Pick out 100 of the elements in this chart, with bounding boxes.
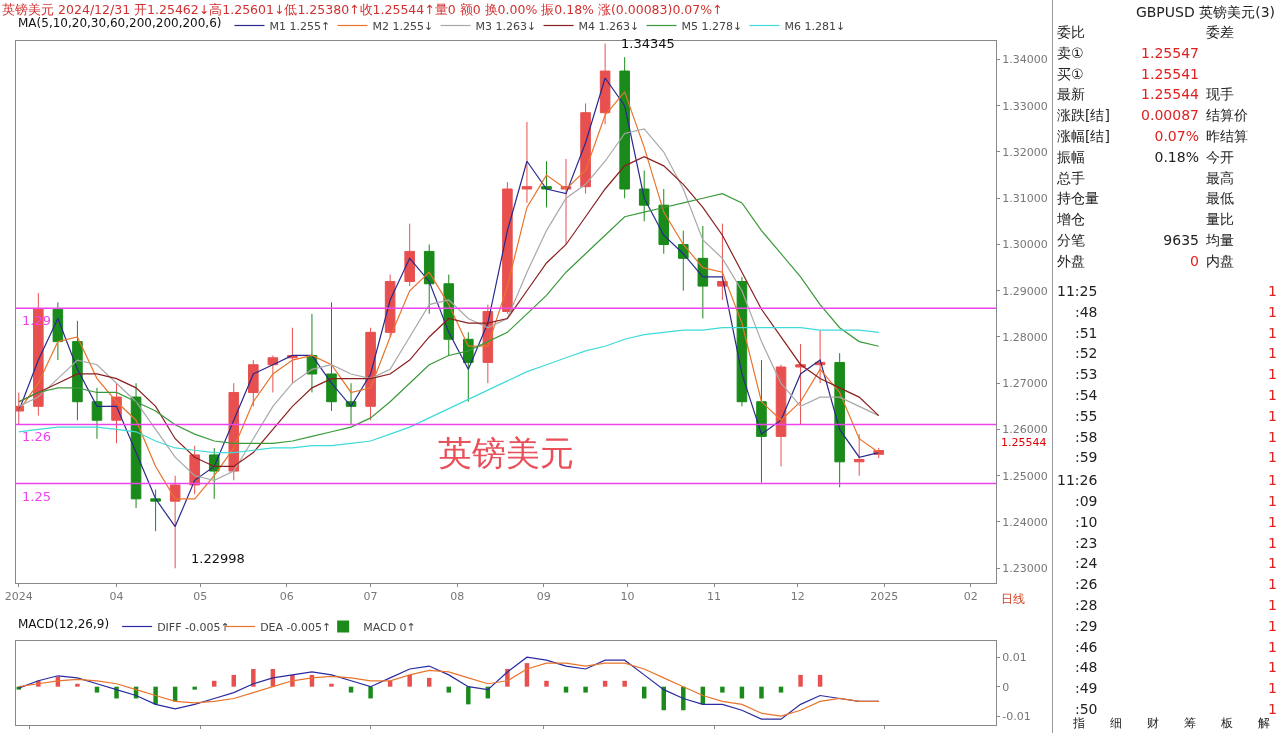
candlestick (541, 160, 552, 208)
candlestick (736, 276, 748, 407)
x-tick-label: 12 (790, 590, 805, 604)
legend-label: M4 1.263↓ (578, 19, 640, 33)
legend-label: M5 1.278↓ (681, 19, 743, 33)
bar (212, 680, 217, 687)
y-tick-label: 1.32000 (1002, 145, 1048, 159)
text: :48 (1075, 659, 1098, 676)
x-tick-label: 07 (363, 590, 378, 604)
candlestick (795, 343, 806, 426)
text: 解 (1258, 715, 1270, 732)
x-tick-label: 2025 (870, 590, 899, 604)
bar (798, 674, 803, 687)
candlestick (853, 433, 865, 477)
bar (583, 686, 588, 693)
text: 1.25544 (1001, 436, 1047, 449)
text: 0.00087 (1141, 107, 1199, 124)
text: 1 (1268, 701, 1277, 717)
text: :29 (1075, 617, 1098, 634)
text: 1 (1268, 472, 1277, 489)
text: 卖① (1057, 44, 1084, 63)
legend-label: M1 1.255↑ (269, 19, 331, 33)
candlestick (502, 181, 513, 315)
text: :49 (1075, 680, 1098, 697)
y-tick-label: 1.31000 (1002, 192, 1048, 206)
legend-label: MACD 0↑ (363, 620, 416, 634)
candlestick (423, 243, 435, 315)
legend-label: M6 1.281↓ (784, 19, 846, 33)
legend-label: DIFF -0.005↑ (157, 620, 230, 634)
x-tick-label: 06 (279, 590, 294, 604)
text: 1 (1268, 638, 1277, 655)
text: 量比 (1206, 211, 1234, 230)
bar (681, 686, 686, 711)
bar (446, 686, 451, 693)
text: 0.07% (1154, 128, 1199, 144)
text: 11:25 (1057, 283, 1098, 299)
text: 委差 (1206, 24, 1234, 42)
x-tick-label: 10 (620, 590, 635, 604)
bar (817, 674, 823, 687)
text: 1 (1268, 659, 1277, 676)
text: 1 (1268, 617, 1277, 634)
text: 现手 (1206, 86, 1234, 105)
candlestick (150, 489, 161, 532)
bar (563, 686, 569, 693)
text: 昨结算 (1206, 128, 1248, 146)
text: 1.25547 (1141, 44, 1199, 61)
text: 1.25544 (1141, 86, 1199, 103)
y-tick-label: 1.26000 (1002, 423, 1048, 437)
bar (251, 669, 256, 687)
annotation: 1.22998 (191, 551, 245, 566)
text: 最低 (1206, 190, 1234, 209)
text: 细 (1110, 715, 1122, 732)
text: :52 (1075, 345, 1098, 362)
bar (602, 680, 608, 687)
text: 均量 (1206, 232, 1234, 250)
text: 增仓 (1057, 211, 1085, 230)
text: 分笔 (1057, 232, 1085, 250)
text: :48 (1075, 303, 1098, 320)
text: 1 (1268, 555, 1277, 572)
x-tick-label: 11 (707, 590, 722, 604)
bar (231, 674, 237, 687)
bar (720, 686, 725, 693)
y-tick-label: 1.25000 (1002, 469, 1048, 483)
x-tick-label: 2024 (4, 590, 33, 604)
text: 9635 (1163, 232, 1199, 248)
text: :10 (1075, 513, 1098, 530)
text: :54 (1075, 387, 1098, 403)
annotation: 英镑美元 (438, 433, 574, 473)
text: 外盘 (1057, 252, 1085, 271)
candlestick (326, 301, 337, 412)
legend-title: MACD(12,26,9) (18, 616, 110, 631)
text: :23 (1075, 534, 1098, 551)
text: 结算价 (1206, 107, 1248, 126)
text: :59 (1075, 449, 1098, 466)
bar (329, 683, 334, 687)
text: 1 (1268, 534, 1277, 551)
x-tick-label: 08 (450, 590, 465, 604)
y-tick-label: 0 (1002, 680, 1010, 694)
y-tick-label: 0.01 (1002, 651, 1027, 665)
x-tick-label: 05 (193, 590, 208, 604)
candlestick (91, 387, 103, 440)
ref-line-label: 1.25 (22, 489, 51, 504)
legend-label: M2 1.255↓ (372, 19, 434, 33)
text: 内盘 (1206, 252, 1234, 271)
text: 财 (1147, 715, 1159, 732)
x-tick-label: 02 (963, 590, 978, 604)
text: :53 (1075, 366, 1098, 383)
bar (759, 686, 764, 699)
y-tick-label: 1.27000 (1002, 377, 1048, 391)
legend-label: M3 1.263↓ (475, 19, 537, 33)
text: GBPUSD 英镑美元(3) (1135, 4, 1275, 22)
text: 1 (1268, 493, 1277, 509)
bar (426, 677, 432, 687)
text: 1 (1268, 597, 1277, 613)
text: :26 (1075, 576, 1098, 593)
bar (387, 680, 393, 687)
bar (466, 686, 471, 705)
bar (75, 683, 80, 687)
text: 1 (1268, 303, 1277, 320)
text: :50 (1075, 701, 1098, 717)
